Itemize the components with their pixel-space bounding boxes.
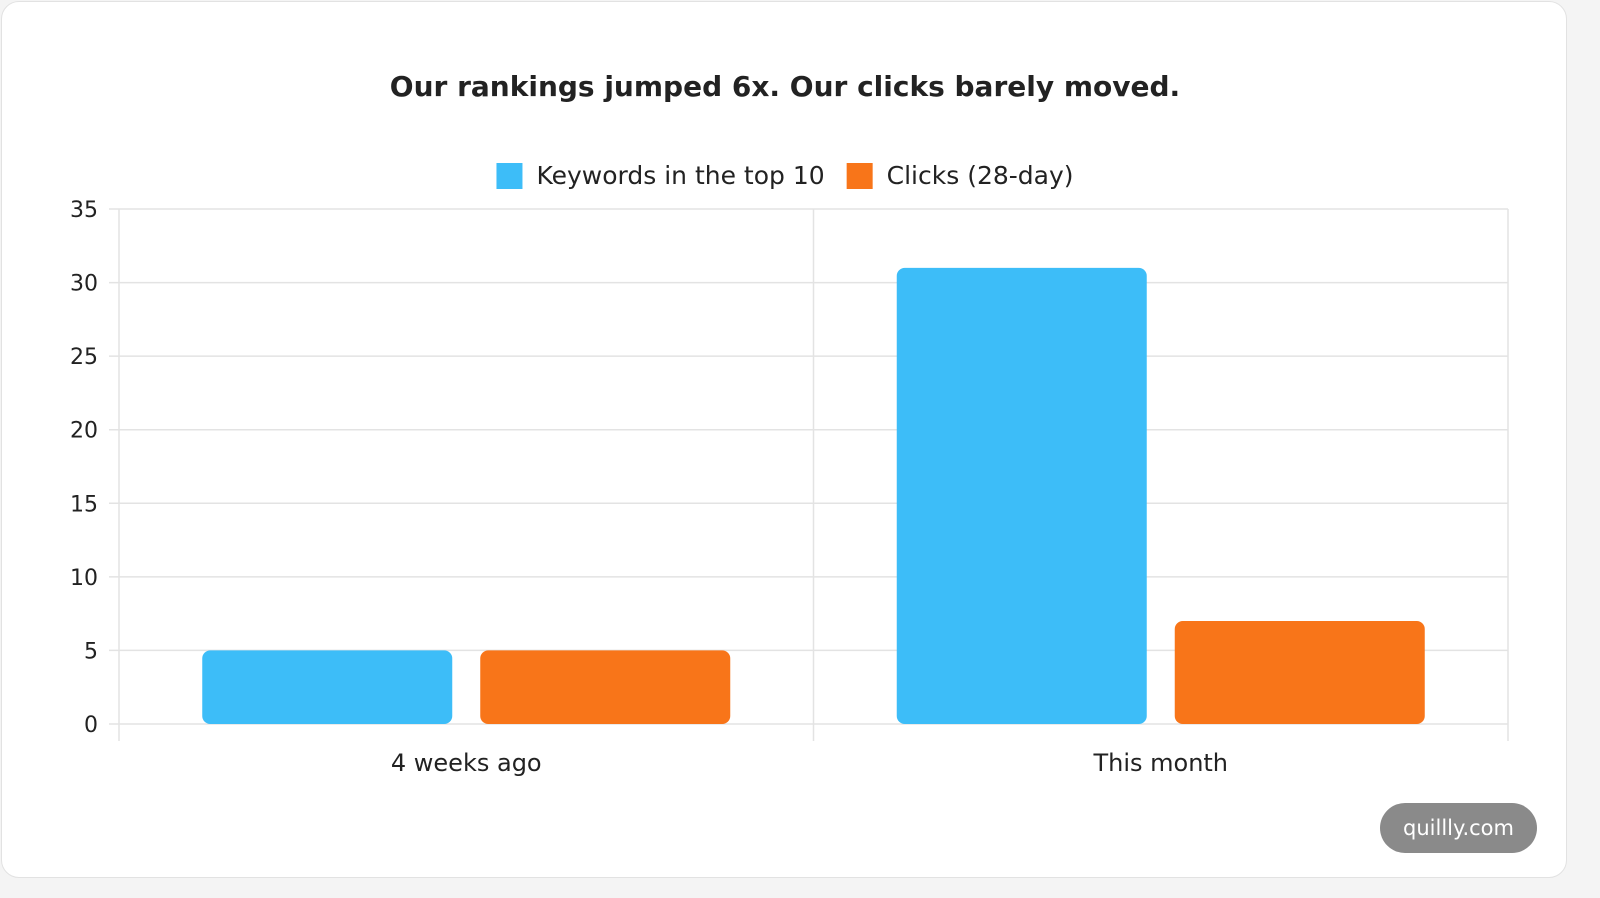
chart-title: Our rankings jumped 6x. Our clicks barel… (390, 70, 1180, 103)
legend: Keywords in the top 10 Clicks (28-day) (496, 161, 1074, 190)
legend-item[interactable]: Keywords in the top 10 (496, 161, 825, 190)
y-tick-label: 15 (70, 492, 98, 517)
legend-item[interactable]: Clicks (28-day) (846, 161, 1074, 190)
x-tick-label: This month (1092, 749, 1228, 777)
bar-keywords-1[interactable] (896, 267, 1147, 724)
axis-layer: 0 5 10 15 20 25 30 35 4 weeks ago This month (70, 198, 1228, 777)
bar-layer (202, 267, 1425, 724)
y-tick-label: 5 (84, 639, 98, 664)
x-tick-label: 4 weeks ago (391, 749, 542, 777)
y-tick-label: 10 (70, 566, 98, 591)
bar-clicks-1[interactable] (1174, 621, 1425, 724)
chart-card: Our rankings jumped 6x. Our clicks barel… (1, 1, 1567, 878)
y-tick-label: 25 (70, 345, 98, 370)
legend-label: Keywords in the top 10 (536, 161, 824, 190)
bar-keywords-0[interactable] (202, 650, 453, 724)
y-tick-label: 0 (84, 713, 98, 738)
y-tick-label: 30 (70, 272, 98, 297)
y-tick-label: 20 (70, 419, 98, 444)
legend-label: Clicks (28-day) (887, 161, 1074, 190)
bar-chart: Our rankings jumped 6x. Our clicks barel… (70, 70, 1509, 777)
legend-swatch (846, 163, 873, 189)
legend-swatch (496, 163, 523, 189)
bar-clicks-0[interactable] (480, 650, 731, 724)
watermark-badge[interactable]: quillly.com (1380, 803, 1537, 853)
y-tick-label: 35 (70, 198, 98, 223)
